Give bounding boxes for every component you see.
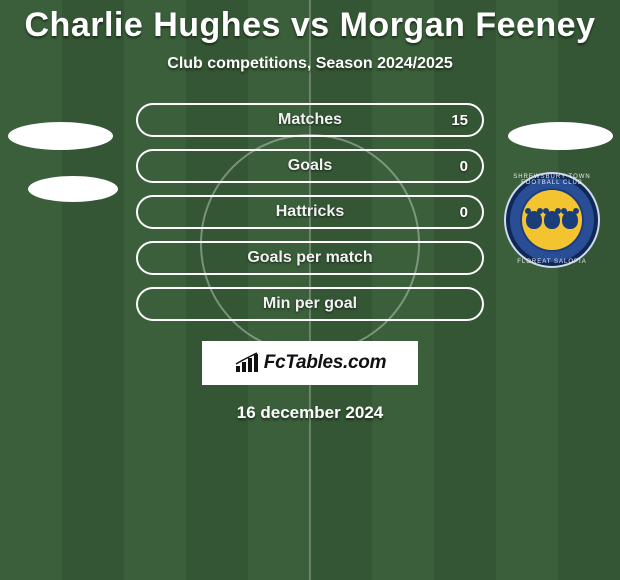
bar-chart-icon <box>234 352 260 374</box>
comparison-title: Charlie Hughes vs Morgan Feeney <box>0 0 620 45</box>
stat-value-right: 0 <box>460 204 468 221</box>
stat-label: Goals per match <box>247 249 372 267</box>
stat-label: Min per goal <box>263 295 357 313</box>
stat-row-matches: Matches 15 <box>136 103 484 137</box>
comparison-subtitle: Club competitions, Season 2024/2025 <box>0 55 620 73</box>
stat-value-right: 15 <box>451 112 468 129</box>
stat-label: Hattricks <box>276 203 344 221</box>
brand-text: FcTables.com <box>264 352 386 374</box>
stat-row-goals: Goals 0 <box>136 149 484 183</box>
generation-date: 16 december 2024 <box>0 403 620 423</box>
stat-label: Goals <box>288 157 332 175</box>
stat-row-hattricks: Hattricks 0 <box>136 195 484 229</box>
stat-row-goals-per-match: Goals per match <box>136 241 484 275</box>
stats-rows: Matches 15 Goals 0 Hattricks 0 Goals per… <box>0 103 620 321</box>
brand-box: FcTables.com <box>202 341 418 385</box>
stat-label: Matches <box>278 111 342 129</box>
stat-value-right: 0 <box>460 158 468 175</box>
stat-row-min-per-goal: Min per goal <box>136 287 484 321</box>
